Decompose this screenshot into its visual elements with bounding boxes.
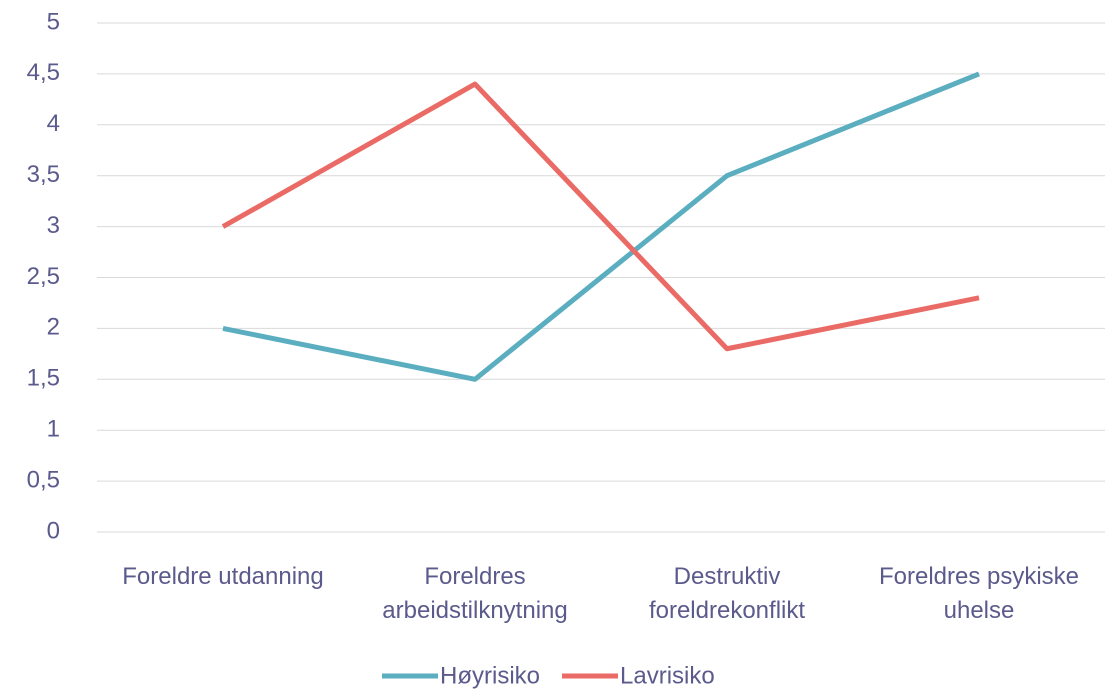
y-tick-label: 1 <box>47 416 60 443</box>
y-tick-label: 4 <box>47 110 60 137</box>
series-line <box>222 71 980 382</box>
y-tick-label: 0,5 <box>27 466 60 493</box>
y-tick-label: 3,5 <box>27 161 60 188</box>
legend-label: Høyrisiko <box>440 662 540 689</box>
y-tick-label: 4,5 <box>27 59 60 86</box>
series-line <box>221 81 980 352</box>
x-tick-label: Foreldres psykiske uhelse <box>878 563 1080 624</box>
y-tick-label: 1,5 <box>27 365 60 392</box>
y-tick-label: 3 <box>47 212 60 239</box>
legend-label: Lavrisiko <box>620 662 715 689</box>
y-tick-label: 0 <box>47 517 60 544</box>
x-tick-label: Foreldres arbeidstilknytning <box>382 563 568 624</box>
y-tick-label: 5 <box>47 8 60 35</box>
x-tick-label: Destruktiv foreldrekonflikt <box>648 563 806 624</box>
x-tick-label: Foreldre utdanning <box>122 563 324 590</box>
y-tick-label: 2 <box>47 314 60 341</box>
y-tick-label: 2,5 <box>27 263 60 290</box>
